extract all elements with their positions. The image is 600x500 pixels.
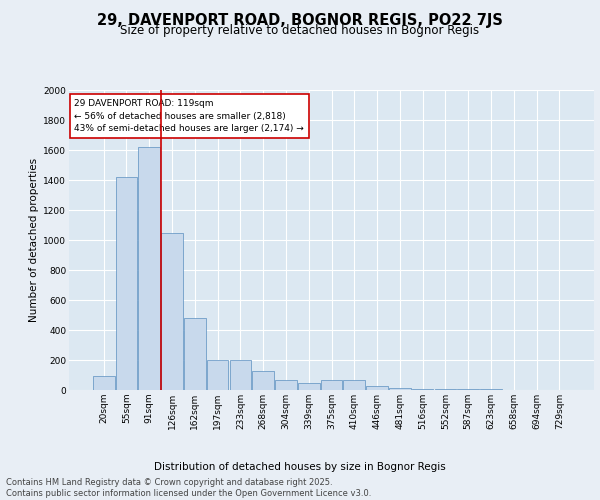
Bar	[434, 389, 456, 390]
Text: 29, DAVENPORT ROAD, BOGNOR REGIS, PO22 7JS: 29, DAVENPORT ROAD, BOGNOR REGIS, PO22 7…	[97, 12, 503, 28]
Bar	[230, 360, 251, 390]
Bar	[320, 380, 343, 390]
Bar	[116, 177, 137, 390]
Bar	[93, 376, 115, 390]
Bar	[298, 382, 320, 390]
Bar	[457, 389, 479, 390]
Bar	[253, 370, 274, 390]
Bar	[139, 147, 160, 390]
Bar	[184, 318, 206, 390]
Y-axis label: Number of detached properties: Number of detached properties	[29, 158, 39, 322]
Bar	[389, 388, 410, 390]
Text: Contains HM Land Registry data © Crown copyright and database right 2025.
Contai: Contains HM Land Registry data © Crown c…	[6, 478, 371, 498]
Bar	[366, 386, 388, 390]
Text: Size of property relative to detached houses in Bognor Regis: Size of property relative to detached ho…	[121, 24, 479, 37]
Bar	[412, 388, 433, 390]
Bar	[207, 360, 229, 390]
Bar	[343, 380, 365, 390]
Text: Distribution of detached houses by size in Bognor Regis: Distribution of detached houses by size …	[154, 462, 446, 472]
Bar	[275, 380, 297, 390]
Bar	[161, 232, 183, 390]
Text: 29 DAVENPORT ROAD: 119sqm
← 56% of detached houses are smaller (2,818)
43% of se: 29 DAVENPORT ROAD: 119sqm ← 56% of detac…	[74, 99, 304, 133]
